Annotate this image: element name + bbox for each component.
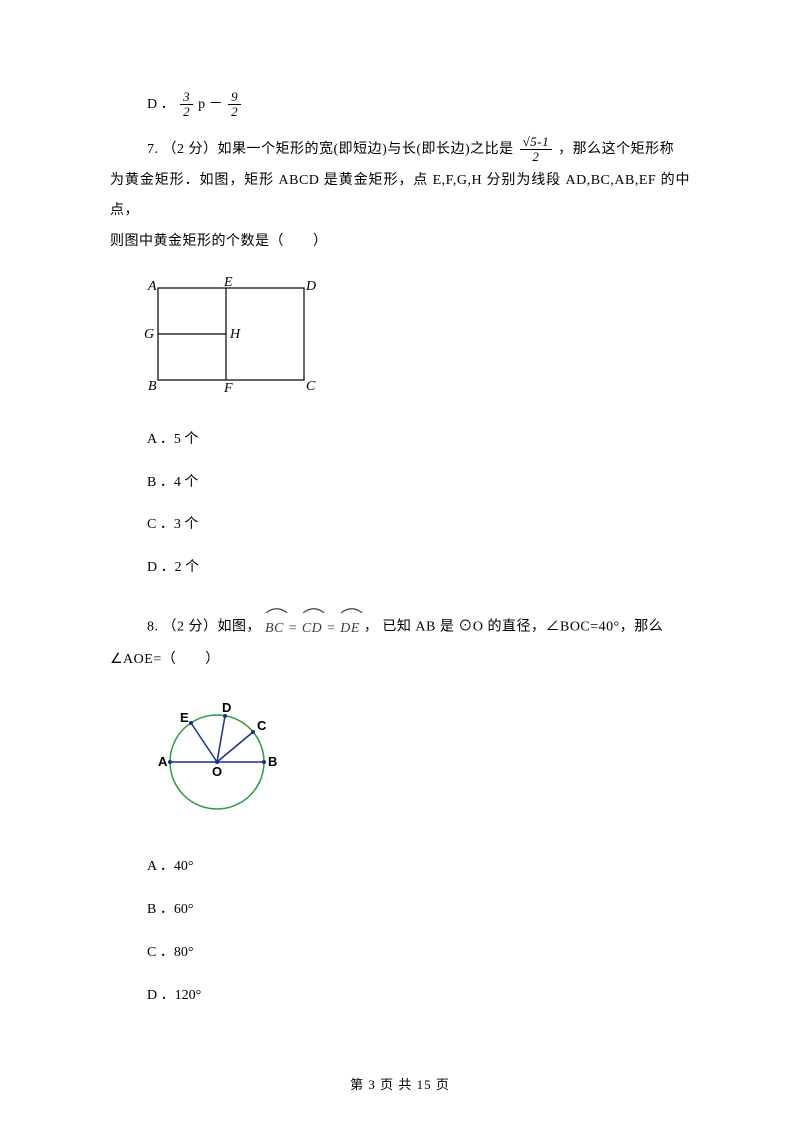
- q7-stem: 7. （2 分）如果一个矩形的宽(即短边)与长(即长边)之比是 √5-12 ，那…: [110, 135, 690, 166]
- q6-frac1: 3 2: [178, 90, 195, 120]
- question-7: 7. （2 分）如果一个矩形的宽(即短边)与长(即长边)之比是 √5-12 ，那…: [110, 135, 690, 584]
- q6-frac2: 9 2: [226, 90, 243, 120]
- q8-stem: 8. （2 分）如图， BC = CD = DE ， 已知 AB 是 ⊙O 的直…: [110, 610, 690, 645]
- q7-figure: A E D G H B F C: [140, 276, 690, 407]
- q7-option-c: C ．3 个: [147, 510, 690, 541]
- q7-option-d: D ．2 个: [147, 553, 690, 584]
- q6-option-d: D ． 3 2 p － 9 2: [110, 90, 690, 121]
- q6-mid: p －: [198, 97, 226, 112]
- label-A: A: [158, 754, 168, 769]
- q8-option-d: D ．120°: [147, 981, 690, 1012]
- label-A: A: [147, 279, 157, 294]
- label-H: H: [229, 327, 241, 342]
- circle-diagram: A B C D E O: [140, 698, 295, 818]
- golden-ratio-fraction: √5-12: [518, 135, 554, 165]
- q8-option-a: A ．40°: [147, 852, 690, 883]
- q7-line2: 为黄金矩形．如图，矩形 ABCD 是黄金矩形，点 E,F,G,H 分别为线段 A…: [110, 166, 690, 228]
- label-G: G: [144, 327, 154, 342]
- q8-figure: A B C D E O: [140, 698, 690, 831]
- q8-line2: ∠AOE=（ ）: [110, 645, 690, 676]
- question-8: 8. （2 分）如图， BC = CD = DE ， 已知 AB 是 ⊙O 的直…: [110, 610, 690, 1012]
- q7-option-a: A ．5 个: [147, 425, 690, 456]
- label-B: B: [268, 754, 277, 769]
- q7-option-b: B ．4 个: [147, 468, 690, 499]
- label-D: D: [305, 279, 316, 294]
- rectangle-diagram: A E D G H B F C: [140, 276, 318, 394]
- label-O: O: [212, 764, 222, 779]
- q6-optD-prefix: D ．: [147, 97, 175, 112]
- label-F: F: [223, 381, 233, 394]
- label-E: E: [180, 710, 189, 725]
- label-B: B: [148, 379, 157, 394]
- label-C: C: [257, 718, 267, 733]
- arc-equation: BC = CD = DE: [265, 610, 360, 645]
- q7-line3: 则图中黄金矩形的个数是（ ）: [110, 227, 690, 258]
- q8-option-b: B ．60°: [147, 895, 690, 926]
- q8-option-c: C ．80°: [147, 938, 690, 969]
- label-D: D: [222, 700, 231, 715]
- page-footer: 第 3 页 共 15 页: [0, 1071, 800, 1100]
- label-C: C: [306, 379, 316, 394]
- label-E: E: [223, 276, 233, 290]
